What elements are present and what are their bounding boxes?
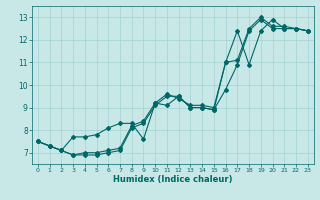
X-axis label: Humidex (Indice chaleur): Humidex (Indice chaleur): [113, 175, 233, 184]
